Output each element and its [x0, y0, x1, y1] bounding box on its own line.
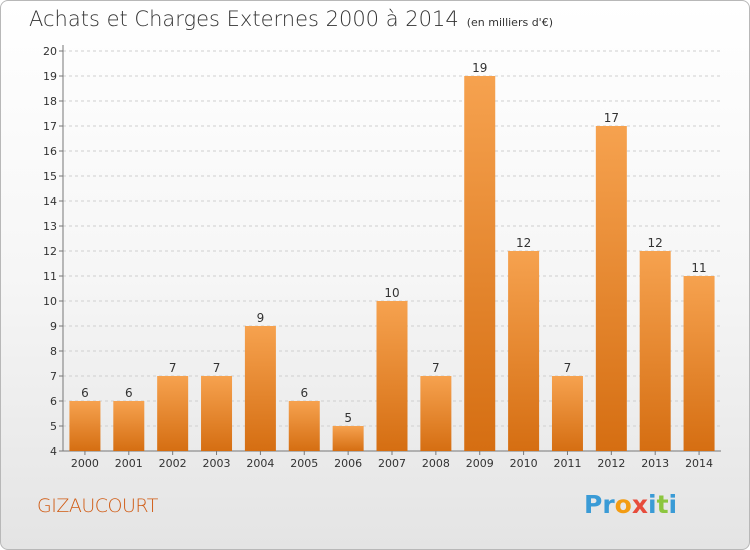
x-tick-label: 2001: [115, 457, 143, 470]
bar-2002: [157, 376, 189, 451]
x-tick-label: 2008: [422, 457, 450, 470]
x-tick-label: 2005: [290, 457, 318, 470]
data-label: 5: [344, 411, 352, 425]
bar-2011: [551, 376, 583, 451]
proxiti-logo: Proxiti: [584, 490, 677, 519]
logo-letter: i: [668, 490, 678, 519]
logo-letter: P: [584, 490, 603, 519]
y-tick-label: 16: [43, 145, 57, 158]
data-label: 7: [169, 361, 177, 375]
chart-unit: (en milliers d'€): [466, 16, 553, 29]
y-tick-label: 17: [43, 120, 57, 133]
x-tick-label: 2010: [510, 457, 538, 470]
x-tick-label: 2004: [246, 457, 274, 470]
x-tick-label: 2012: [597, 457, 625, 470]
logo-letter: o: [614, 490, 632, 519]
x-tick-label: 2006: [334, 457, 362, 470]
bar-2009: [464, 76, 496, 451]
bars: [69, 76, 715, 451]
x-tick-label: 2011: [553, 457, 581, 470]
bar-2012: [595, 126, 627, 451]
y-tick-label: 18: [43, 95, 57, 108]
logo-letter: t: [656, 490, 669, 519]
data-label: 7: [564, 361, 572, 375]
y-tick-label: 4: [50, 445, 57, 458]
x-axis-ticks: 2000 2001 2002 2003 2004 2005 2006 2007 2008 2009…: [71, 457, 713, 470]
data-label: 12: [516, 236, 531, 250]
y-tick-label: 13: [43, 220, 57, 233]
logo-letter: x: [631, 490, 648, 519]
data-label: 7: [432, 361, 440, 375]
data-label: 12: [648, 236, 663, 250]
y-tick-label: 11: [43, 270, 57, 283]
x-tick-label: 2003: [203, 457, 231, 470]
y-axis-ticks: 4 5 6 7 8 9 10 11 12 13 14 15 16 17 18 19 20: [43, 45, 57, 458]
data-labels: 6 6 7 7 9 6 5 10 7 19 12 7 17 12 11: [81, 61, 707, 425]
bar-2004: [244, 326, 276, 451]
data-label: 6: [125, 386, 133, 400]
logo-letter: i: [648, 490, 657, 519]
bar-2003: [201, 376, 233, 451]
data-label: 6: [81, 386, 89, 400]
x-tick-label: 2014: [685, 457, 713, 470]
data-label: 10: [384, 286, 399, 300]
y-tick-label: 8: [50, 345, 57, 358]
logo-letter: r: [602, 490, 615, 519]
x-tick-label: 2000: [71, 457, 99, 470]
x-tick-label: 2002: [159, 457, 187, 470]
data-label: 17: [604, 111, 619, 125]
data-label: 11: [691, 261, 706, 275]
y-tick-label: 6: [50, 395, 57, 408]
bar-2010: [508, 251, 540, 451]
y-tick-label: 12: [43, 245, 57, 258]
bar-2007: [376, 301, 408, 451]
bar-2006: [332, 426, 364, 451]
y-tick-label: 19: [43, 70, 57, 83]
y-tick-label: 9: [50, 320, 57, 333]
y-tick-label: 20: [43, 45, 57, 58]
commune-name: GIZAUCOURT: [37, 495, 158, 517]
bar-2014: [683, 276, 715, 451]
bar-2005: [288, 401, 320, 451]
y-tick-label: 15: [43, 170, 57, 183]
y-tick-label: 10: [43, 295, 57, 308]
y-tick-label: 7: [50, 370, 57, 383]
bar-2001: [113, 401, 145, 451]
data-label: 7: [213, 361, 221, 375]
bar-2013: [639, 251, 671, 451]
data-label: 19: [472, 61, 487, 75]
x-tick-label: 2013: [641, 457, 669, 470]
data-label: 6: [300, 386, 308, 400]
chart-title: Achats et Charges Externes 2000 à 2014 (e…: [29, 7, 553, 31]
x-tick-label: 2009: [466, 457, 494, 470]
bar-2008: [420, 376, 452, 451]
x-tick-label: 2007: [378, 457, 406, 470]
bar-2000: [69, 401, 101, 451]
chart-title-text: Achats et Charges Externes 2000 à 2014: [29, 7, 459, 31]
data-label: 9: [257, 311, 265, 325]
y-tick-label: 14: [43, 195, 57, 208]
y-tick-label: 5: [50, 420, 57, 433]
